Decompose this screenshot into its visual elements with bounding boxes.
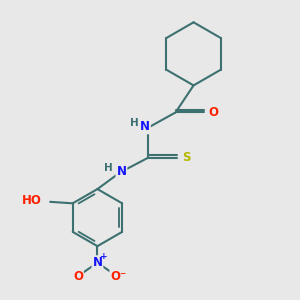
Text: N: N (140, 120, 150, 134)
Text: O: O (73, 270, 83, 283)
Text: HO: HO (22, 194, 42, 207)
Text: S: S (182, 151, 190, 164)
Text: H: H (130, 118, 139, 128)
Text: O: O (208, 106, 218, 119)
Text: N: N (92, 256, 102, 269)
Text: H: H (103, 163, 112, 173)
Text: N: N (116, 165, 127, 178)
Text: +: + (100, 252, 108, 261)
Text: O⁻: O⁻ (110, 270, 127, 283)
